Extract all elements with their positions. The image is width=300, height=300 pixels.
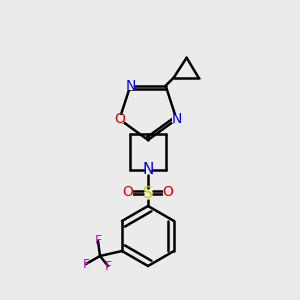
FancyBboxPatch shape <box>163 188 173 197</box>
Text: F: F <box>104 260 112 272</box>
Text: F: F <box>94 235 102 248</box>
FancyBboxPatch shape <box>123 188 133 197</box>
Text: N: N <box>171 112 182 126</box>
FancyBboxPatch shape <box>126 82 135 90</box>
Text: O: O <box>123 185 134 200</box>
FancyBboxPatch shape <box>115 115 124 123</box>
Text: N: N <box>125 79 136 93</box>
Text: O: O <box>163 185 173 200</box>
Text: F: F <box>82 257 90 271</box>
FancyBboxPatch shape <box>143 190 153 199</box>
Text: N: N <box>142 163 154 178</box>
Text: S: S <box>143 187 153 202</box>
FancyBboxPatch shape <box>172 115 181 123</box>
Text: O: O <box>114 112 125 126</box>
